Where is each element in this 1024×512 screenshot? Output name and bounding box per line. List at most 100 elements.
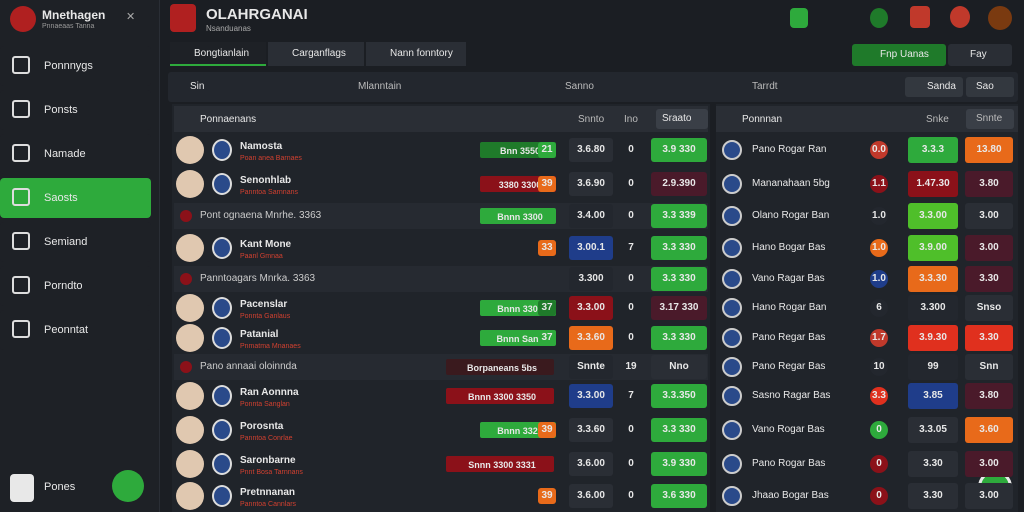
- odds[interactable]: 3.17 330: [651, 296, 707, 320]
- nav-label[interactable]: Porndto: [44, 280, 83, 292]
- odds[interactable]: 3.00: [965, 451, 1013, 477]
- odds[interactable]: Snnte: [569, 355, 613, 379]
- odds[interactable]: 3.9 330: [651, 138, 707, 162]
- tab[interactable]: Nann fonntory: [366, 42, 466, 66]
- bet-bar[interactable]: Bnnn Sana: [480, 330, 556, 346]
- bet-bar[interactable]: Bnnn 3300 3350: [446, 388, 554, 404]
- close-icon[interactable]: ✕: [126, 11, 136, 23]
- odds: 19: [625, 361, 637, 372]
- team-name: Pano Regar Bas: [752, 332, 826, 343]
- bet-bar[interactable]: Bnn 3550: [480, 142, 556, 158]
- odds[interactable]: 3.3.00: [908, 203, 958, 229]
- icon[interactable]: [790, 8, 808, 28]
- odds[interactable]: 3.3 330: [651, 267, 707, 291]
- nav-label[interactable]: Saosts: [44, 192, 78, 204]
- odds[interactable]: 3.3.00: [569, 296, 613, 320]
- icon[interactable]: [950, 6, 970, 28]
- odds[interactable]: 3.80: [965, 171, 1013, 197]
- team-name: Mananahaan 5bg: [752, 178, 830, 189]
- odds[interactable]: 13.80: [965, 137, 1013, 163]
- odds[interactable]: 3.3.00: [569, 384, 613, 408]
- column-header[interactable]: Snnte: [966, 109, 1014, 129]
- odds[interactable]: 3.85: [908, 383, 958, 409]
- odds[interactable]: 3.30: [965, 266, 1013, 292]
- odds[interactable]: 3.6.00: [569, 484, 613, 508]
- fab[interactable]: [112, 470, 144, 502]
- odds[interactable]: 3.3.60: [569, 326, 613, 350]
- odds[interactable]: 3.6.00: [569, 452, 613, 476]
- odds[interactable]: 3.3.350: [651, 384, 707, 408]
- odds[interactable]: 99: [908, 354, 958, 380]
- tab[interactable]: Carganflags: [268, 42, 364, 66]
- nav-label[interactable]: Namade: [44, 148, 86, 160]
- dropdown[interactable]: Sraato: [656, 109, 708, 129]
- team-badge: [722, 486, 742, 506]
- odds[interactable]: 3.3.3: [908, 137, 958, 163]
- odds[interactable]: 3.00: [965, 483, 1013, 509]
- odds[interactable]: 3.3 330: [651, 236, 707, 260]
- odds[interactable]: Snso: [965, 295, 1013, 321]
- odds[interactable]: 3.300: [569, 267, 613, 291]
- odds[interactable]: 3.00.1: [569, 236, 613, 260]
- nav-label[interactable]: Semiand: [44, 236, 88, 248]
- toolbar-button[interactable]: Sao: [966, 77, 1014, 97]
- odds[interactable]: Snn: [965, 354, 1013, 380]
- odds[interactable]: 3.3 339: [651, 204, 707, 228]
- nav-label[interactable]: Ponnnygs: [44, 60, 93, 72]
- odds[interactable]: 3.00: [965, 203, 1013, 229]
- odds[interactable]: 2.9.390: [651, 172, 707, 196]
- odds[interactable]: 3.80: [965, 383, 1013, 409]
- odds[interactable]: 3.4.00: [569, 204, 613, 228]
- player-name: Namosta: [240, 141, 283, 152]
- nav-item[interactable]: [0, 310, 151, 350]
- toolbar-label[interactable]: Sin: [190, 81, 205, 92]
- odds[interactable]: 3.30: [908, 483, 958, 509]
- odds[interactable]: 3.30: [908, 451, 958, 477]
- action-button[interactable]: Fnp Uanas: [852, 44, 946, 66]
- odds[interactable]: 3.3 330: [651, 326, 707, 350]
- toolbar-button[interactable]: Sanda: [905, 77, 963, 97]
- odds[interactable]: 3.00: [965, 235, 1013, 261]
- odds[interactable]: Nno: [651, 355, 707, 379]
- action-button[interactable]: Fay: [948, 44, 1012, 66]
- score: 0: [870, 487, 888, 505]
- nav-item[interactable]: [0, 90, 151, 130]
- badge: 37: [538, 300, 556, 316]
- nav-item[interactable]: [0, 222, 151, 262]
- nav-label[interactable]: Peonntat: [44, 324, 89, 336]
- odds[interactable]: 3.30: [965, 325, 1013, 351]
- nav-item[interactable]: [0, 266, 151, 306]
- header-logo: [170, 4, 196, 32]
- bet-bar[interactable]: Bnnn 3320: [480, 422, 556, 438]
- odds[interactable]: 3.9.30: [908, 325, 958, 351]
- odds[interactable]: 3.3 330: [651, 418, 707, 442]
- odds[interactable]: 3.9 330: [651, 452, 707, 476]
- bet-bar[interactable]: Bnnn 3300: [480, 300, 556, 316]
- odds[interactable]: 3.3.60: [569, 418, 613, 442]
- bet-bar[interactable]: Borpaneans 5bs: [446, 359, 554, 375]
- nav-item[interactable]: [0, 134, 151, 174]
- avatar[interactable]: [988, 6, 1012, 30]
- tab[interactable]: Bongtianlain: [170, 42, 266, 66]
- icon[interactable]: [870, 8, 888, 28]
- player-sub: Pnnt Bosa Tarnnans: [240, 469, 303, 476]
- player-name: Ran Aonnna: [240, 387, 299, 398]
- odds[interactable]: 3.6 330: [651, 484, 707, 508]
- odds[interactable]: 3.300: [908, 295, 958, 321]
- icon[interactable]: [910, 6, 930, 28]
- nav-label[interactable]: Ponsts: [44, 104, 78, 116]
- odds[interactable]: 3.6.90: [569, 172, 613, 196]
- nav-item[interactable]: [0, 178, 151, 218]
- odds[interactable]: 1.47.30: [908, 171, 958, 197]
- odds[interactable]: 3.6.80: [569, 138, 613, 162]
- nav-item[interactable]: [0, 46, 151, 86]
- odds[interactable]: 3.3.30: [908, 266, 958, 292]
- bet-bar[interactable]: Snnn 3300 3331: [446, 456, 554, 472]
- team-badge: [722, 357, 742, 377]
- team-name: Olano Rogar Ban: [752, 210, 830, 221]
- bet-bar[interactable]: 3380 3300: [480, 176, 556, 192]
- odds[interactable]: 3.9.00: [908, 235, 958, 261]
- odds[interactable]: 3.60: [965, 417, 1013, 443]
- odds[interactable]: 3.3.05: [908, 417, 958, 443]
- bet-bar[interactable]: Bnnn 3300: [480, 208, 556, 224]
